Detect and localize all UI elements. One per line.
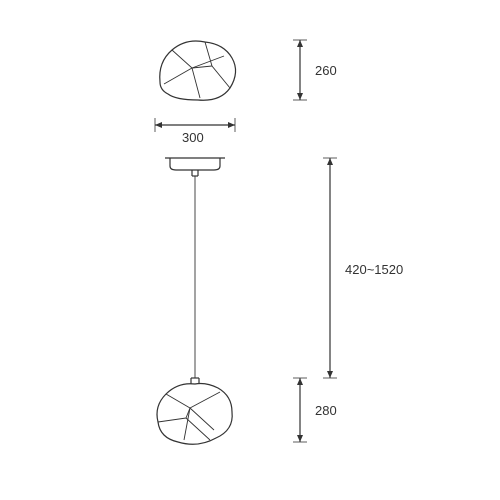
diagram-svg — [0, 0, 500, 500]
label-shade-height: 280 — [315, 403, 337, 418]
side-view-rock — [157, 384, 232, 445]
technical-drawing: 300 260 420~1520 280 — [0, 0, 500, 500]
dim-top-height — [293, 40, 307, 100]
dim-shade-height — [293, 378, 307, 442]
label-cable-range: 420~1520 — [345, 262, 403, 277]
label-top-width: 300 — [182, 130, 204, 145]
label-top-height: 260 — [315, 63, 337, 78]
dim-cable-range — [323, 158, 337, 378]
ceiling-canopy — [165, 158, 225, 176]
top-view-rock — [160, 41, 236, 100]
